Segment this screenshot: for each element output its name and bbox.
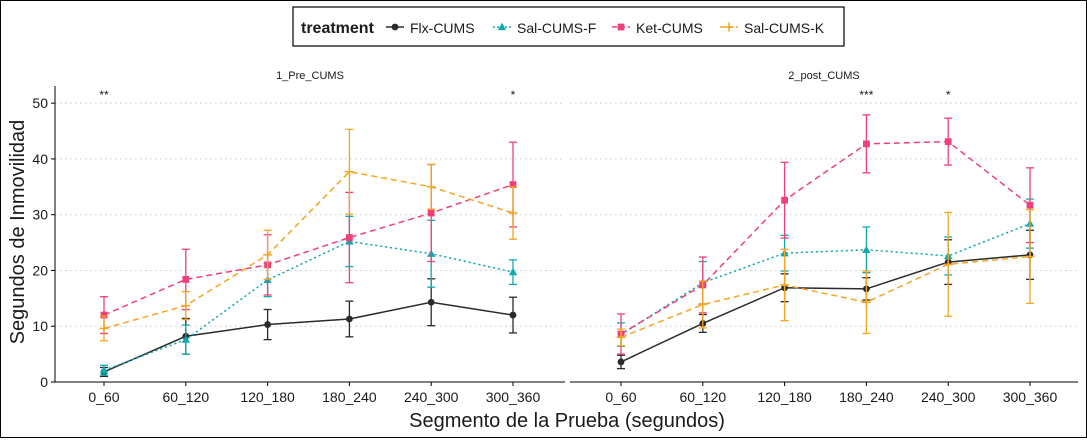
x-tick-label-120_180: 120_180: [240, 389, 295, 405]
legend-box: [292, 6, 845, 47]
data-point-sal-cums-k-60_120: [698, 299, 708, 309]
legend-item-ket-cums: Ket-CUMS: [612, 20, 703, 36]
legend: treatment Flx-CUMS Sal-CUMS-F Ket-CUMS Sal-…: [292, 6, 845, 47]
series-line-ket-cums: [620, 140, 1031, 335]
data-point-ket-cums-180_240: [346, 234, 353, 241]
significance-1-pre-cums-300_360: *: [511, 88, 516, 102]
y-tick-label-30: 30: [32, 207, 48, 223]
significance-1-pre-cums-0_60: **: [99, 88, 109, 102]
legend-item-sal-cums-k: Sal-CUMS-K: [720, 20, 825, 36]
series-flx-cums: [100, 278, 517, 378]
series-sal-cums-k: [616, 209, 1035, 347]
data-point-sal-cums-k-180_240: [344, 167, 354, 177]
data-point-sal-cums-k-60_120: [181, 301, 191, 311]
legend-item-flx-cums: Flx-CUMS: [386, 20, 475, 36]
legend-title: treatment: [301, 20, 375, 37]
data-point-sal-cums-k-120_180: [780, 280, 790, 290]
legend-label-sal-cums-f: Sal-CUMS-F: [517, 20, 596, 36]
data-point-flx-cums-0_60: [617, 358, 625, 366]
data-point-ket-cums-300_360: [509, 181, 517, 188]
legend-items: Flx-CUMS Sal-CUMS-F Ket-CUMS Sal-CUMS-K: [386, 20, 825, 36]
data-point-sal-cums-k-120_180: [263, 250, 273, 260]
x-tick-label-60_120: 60_120: [679, 389, 726, 405]
data-point-sal-cums-k-0_60: [99, 323, 109, 333]
data-point-sal-cums-f-0_60: [99, 366, 109, 374]
legend-marker-sal-cums-k: [724, 22, 734, 32]
data-point-sal-cums-f-180_240: [862, 245, 871, 253]
x-tick-label-180_240: 180_240: [322, 389, 377, 405]
data-point-ket-cums-60_120: [182, 275, 190, 283]
x-tick-label-180_240: 180_240: [839, 389, 894, 405]
panel-1-pre-cums: 1_Pre_CUMS 0 10 20 30 40 50 0_60 60_120 120_180 18…: [32, 70, 565, 405]
y-tick-label-40: 40: [32, 151, 48, 167]
data-point-flx-cums-240_300: [427, 298, 435, 306]
data-point-ket-cums-300_360: [1026, 201, 1034, 209]
legend-item-sal-cums-f: Sal-CUMS-F: [493, 20, 596, 36]
legend-marker-sal-cums-f: [497, 22, 507, 31]
panels: 1_Pre_CUMS 0 10 20 30 40 50 0_60 60_120 120_180 18…: [32, 70, 1078, 405]
data-point-sal-cums-f-60_120: [181, 335, 190, 343]
y-axis-title: Segundos de Inmovilidad: [7, 120, 29, 345]
data-point-sal-cums-k-0_60: [616, 332, 626, 342]
data-point-sal-cums-k-240_300: [426, 182, 436, 192]
series-line-flx-cums: [620, 254, 1031, 363]
x-tick-label-120_180: 120_180: [757, 389, 812, 405]
data-point-ket-cums-180_240: [863, 140, 870, 148]
series-line-ket-cums: [103, 183, 514, 316]
series-line-flx-cums: [103, 301, 514, 373]
legend-label-ket-cums: Ket-CUMS: [636, 20, 703, 36]
data-point-sal-cums-f-300_360: [508, 267, 518, 276]
data-point-ket-cums-120_180: [781, 196, 788, 204]
series-line-sal-cums-f: [620, 222, 1031, 336]
data-point-ket-cums-0_60: [100, 311, 108, 319]
x-tick-label-240_300: 240_300: [404, 389, 459, 405]
y-tick-label-20: 20: [32, 262, 48, 278]
panel-title-1-pre-cums: 1_Pre_CUMS: [276, 70, 344, 82]
data-point-sal-cums-k-300_360: [508, 208, 518, 218]
panel-title-2-post-cums: 2_post_CUMS: [788, 70, 860, 82]
x-tick-label-60_120: 60_120: [162, 389, 209, 405]
data-point-flx-cums-180_240: [346, 315, 353, 323]
x-tick-label-0_60: 0_60: [605, 389, 636, 405]
legend-label-flx-cums: Flx-CUMS: [410, 20, 475, 36]
x-tick-label-300_360: 300_360: [1003, 389, 1058, 405]
data-point-ket-cums-240_300: [944, 138, 952, 146]
data-point-sal-cums-k-180_240: [861, 297, 871, 307]
series-line-sal-cums-k: [620, 255, 1031, 339]
y-tick-label-50: 50: [32, 95, 48, 111]
y-tick-label-0: 0: [40, 374, 48, 390]
data-point-ket-cums-240_300: [427, 209, 435, 217]
data-point-flx-cums-300_360: [509, 311, 517, 319]
series-ket-cums: [100, 141, 517, 335]
data-point-sal-cums-k-240_300: [943, 259, 953, 269]
legend-label-sal-cums-k: Sal-CUMS-K: [744, 20, 825, 36]
y-tick-label-10: 10: [32, 318, 48, 334]
x-tick-label-240_300: 240_300: [921, 389, 976, 405]
series-line-sal-cums-k: [103, 170, 514, 330]
panel-2-post-cums: 2_post_CUMS 0_60 60_120 120_180 180_240 240_3…: [570, 70, 1078, 405]
data-point-flx-cums-120_180: [264, 321, 271, 328]
x-tick-label-300_360: 300_360: [486, 389, 541, 405]
data-point-sal-cums-k-300_360: [1025, 252, 1035, 262]
significance-2-post-cums-240_300: *: [946, 88, 951, 102]
legend-marker-ket-cums: [617, 23, 625, 31]
series-sal-cums-k: [99, 128, 518, 342]
series-line-sal-cums-f: [103, 240, 514, 371]
x-axis-title: Segmento de la Prueba (segundos): [409, 410, 725, 432]
significance-2-post-cums-180_240: ***: [859, 88, 873, 102]
x-tick-label-0_60: 0_60: [88, 389, 119, 405]
legend-marker-flx-cums: [391, 23, 399, 31]
